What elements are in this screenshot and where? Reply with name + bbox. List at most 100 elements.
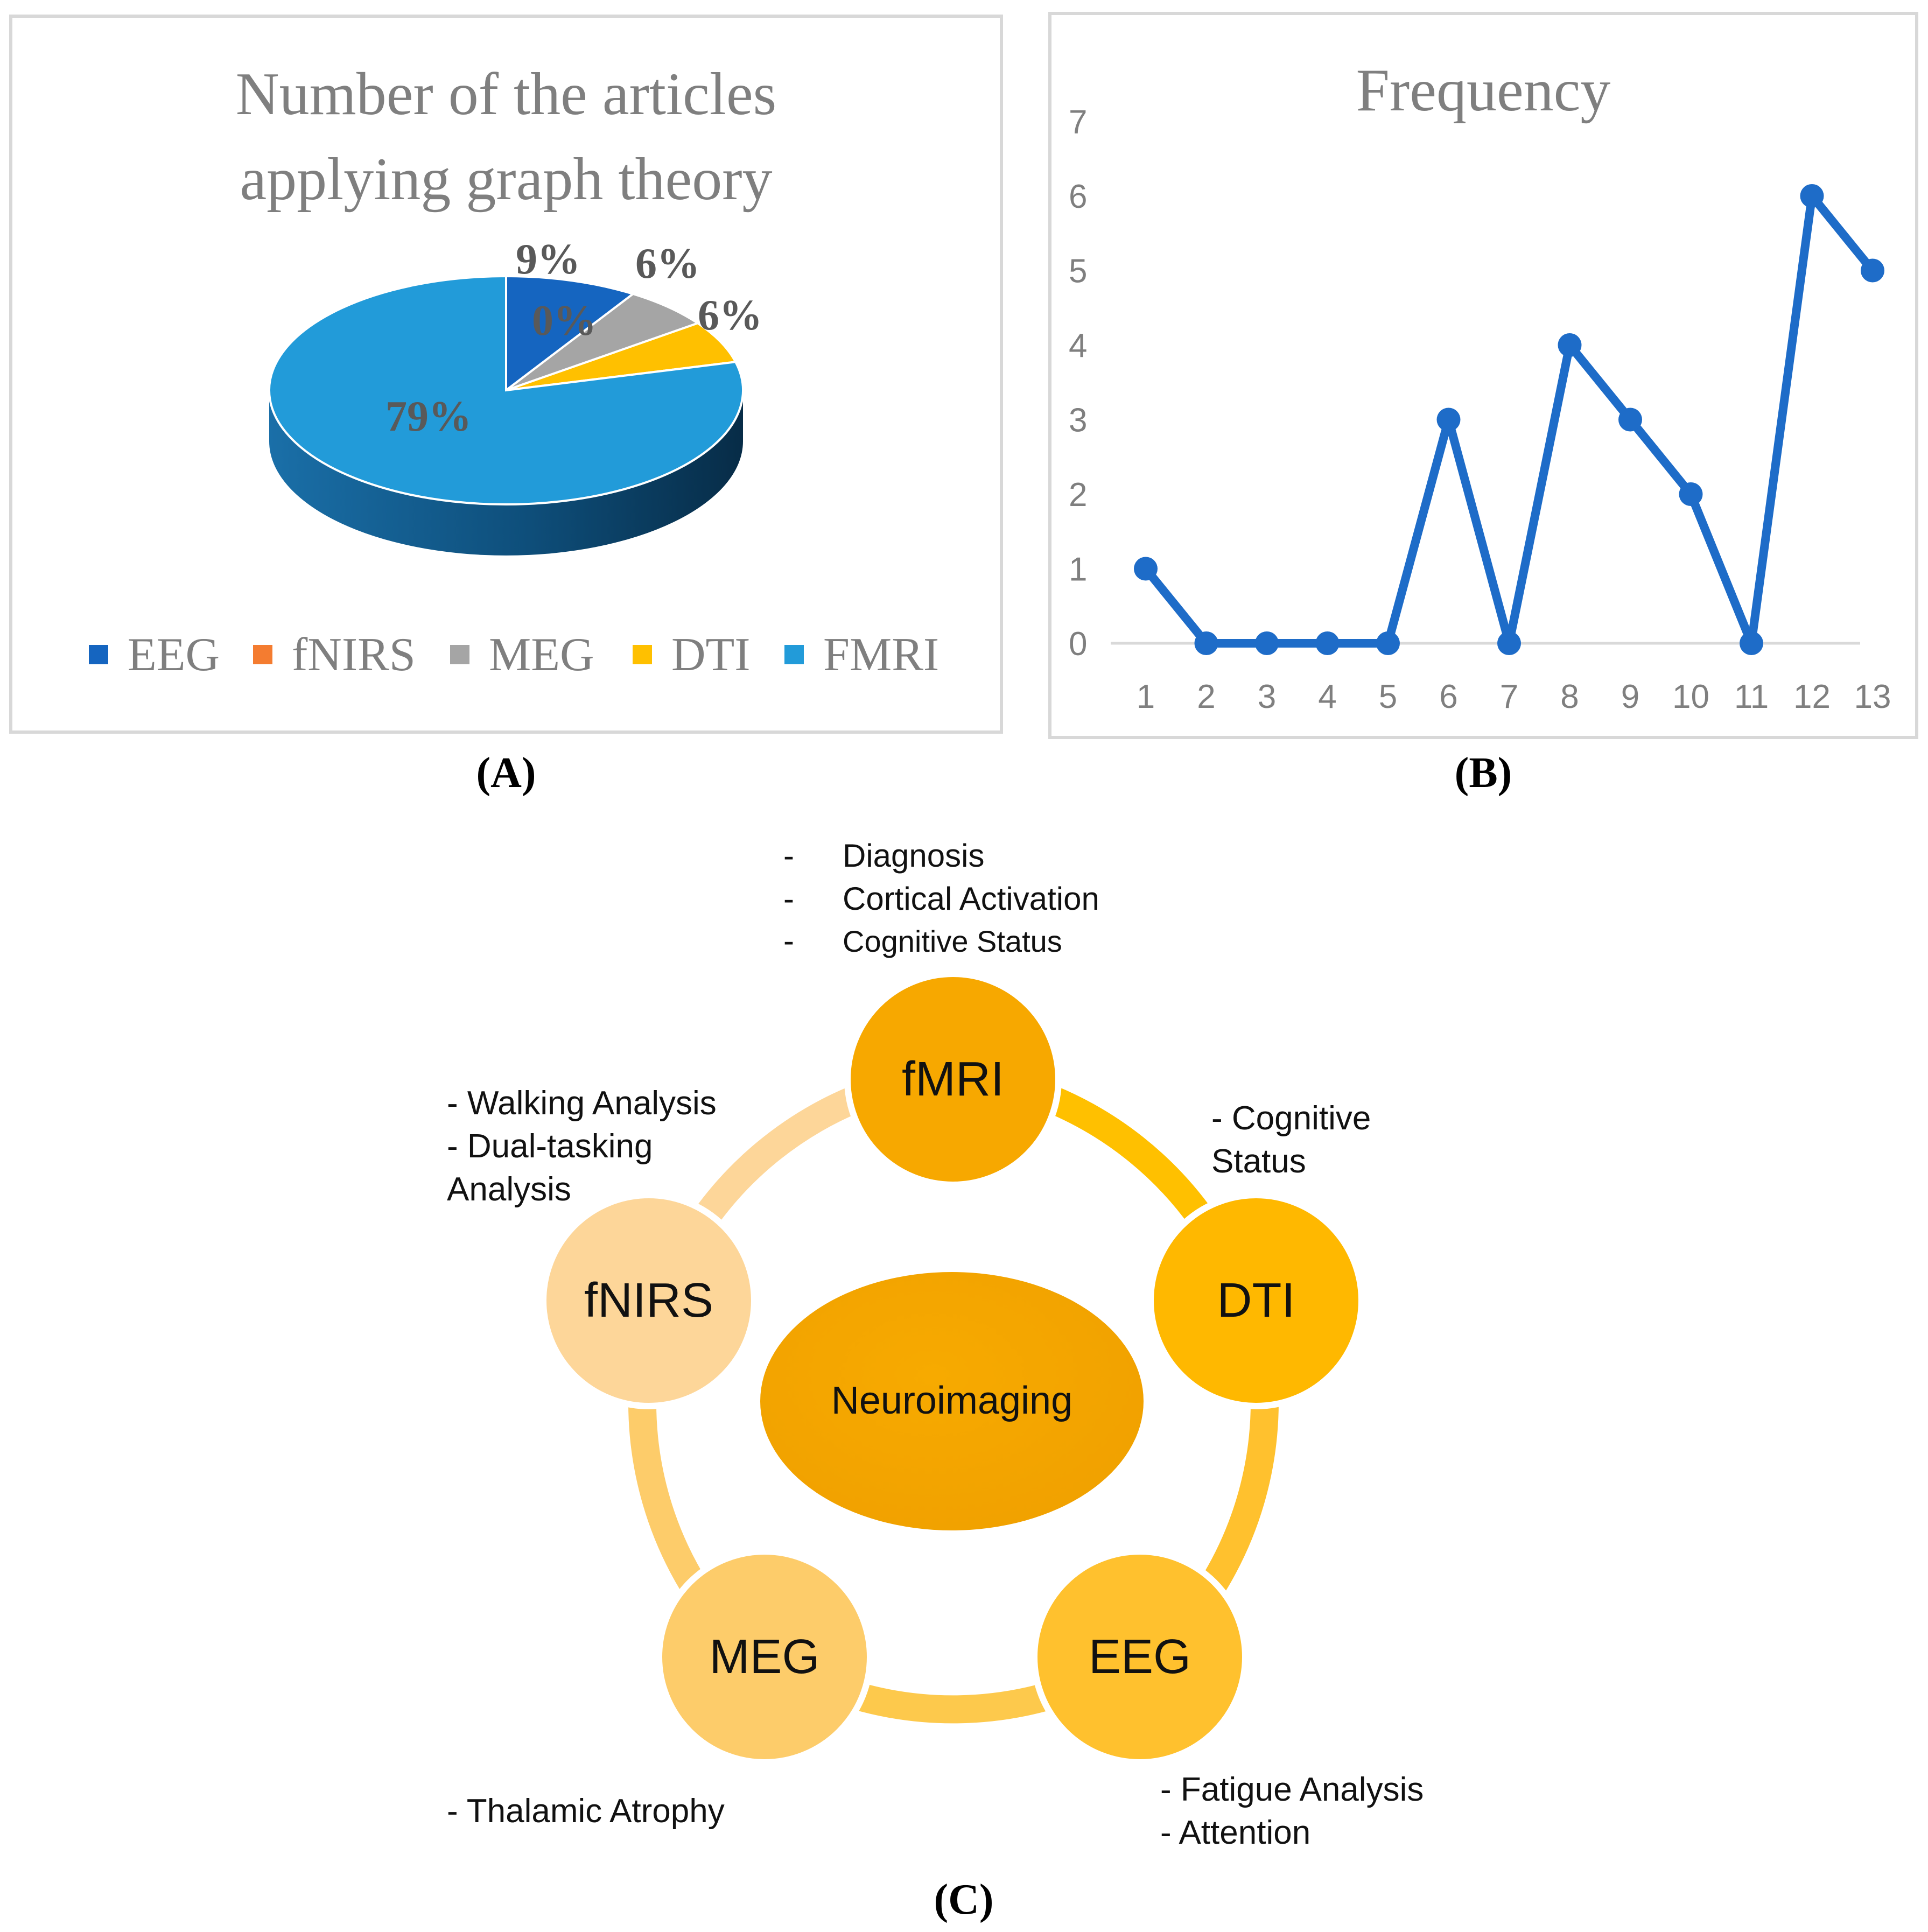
pie-label-eeg: 9% xyxy=(516,236,580,283)
line-point xyxy=(1436,408,1461,432)
node-fmri: fMRI xyxy=(844,971,1062,1188)
node-eeg: EEG xyxy=(1031,1548,1249,1766)
panel-a-label: (A) xyxy=(476,749,536,797)
node-fnirs: fNIRS xyxy=(540,1192,758,1409)
notes-meg-line-1: - Thalamic Atrophy xyxy=(447,1793,725,1830)
line-y-tick: 6 xyxy=(1069,178,1087,215)
node-eeg-label: EEG xyxy=(1089,1630,1191,1684)
pie-legend: EEG fNIRS MEG DTI FMRI xyxy=(89,629,939,681)
line-x-tick: 5 xyxy=(1379,678,1397,715)
line-y-tick: 2 xyxy=(1069,476,1087,514)
notes-eeg-line-2: - Attention xyxy=(1160,1814,1310,1851)
notes-fmri-item-1: Diagnosis xyxy=(843,838,984,874)
notes-fmri-item-2: Cortical Activation xyxy=(843,881,1099,917)
pie-slice-eeg xyxy=(505,275,636,393)
node-fnirs-circle xyxy=(540,1192,758,1409)
line-y-tick: 0 xyxy=(1069,626,1087,663)
line-point xyxy=(1497,631,1521,655)
line-point xyxy=(1134,557,1158,581)
notes-fnirs-line-1: - Walking Analysis xyxy=(447,1085,717,1122)
line-x-tick: 12 xyxy=(1793,678,1831,715)
legend-swatch-fnirs xyxy=(253,645,272,664)
line-x-tick: 6 xyxy=(1439,678,1457,715)
notes-fnirs-line-2: - Dual-tasking xyxy=(447,1128,653,1165)
pie-slice-meg xyxy=(505,292,700,391)
line-point xyxy=(1315,631,1340,655)
legend-swatch-meg xyxy=(450,645,469,664)
pie-slice-fmri xyxy=(268,275,744,505)
notes-dti: - Cognitive Status xyxy=(1211,1100,1371,1180)
line-point xyxy=(1194,631,1218,655)
line-y-tick: 3 xyxy=(1069,402,1087,439)
notes-fmri-item-3: Cognitive Status xyxy=(843,924,1062,958)
ring-arc-fnirs-fmri xyxy=(693,1085,861,1227)
line-x-tick: 3 xyxy=(1258,678,1276,715)
pie-label-fmri: 79% xyxy=(385,393,472,440)
pie-slice-dti xyxy=(506,322,738,391)
line-x-tick: 11 xyxy=(1734,678,1769,715)
line-point xyxy=(1679,482,1703,506)
notes-fmri-bullet-2: - xyxy=(783,881,794,917)
line-point xyxy=(1740,631,1763,655)
node-dti-circle xyxy=(1147,1192,1365,1409)
pie-slices xyxy=(268,275,744,505)
line-x-tick: 1 xyxy=(1137,678,1155,715)
line-series xyxy=(1134,184,1884,655)
pie-label-dti: 6% xyxy=(698,292,762,339)
ring-arc-fmri-dti xyxy=(1045,1085,1214,1227)
pie-label-meg: 6% xyxy=(635,240,700,287)
ring-arc-dti-eeg xyxy=(1202,1400,1279,1591)
notes-fmri-bullet-1: - xyxy=(783,838,794,874)
line-x-tick: 8 xyxy=(1560,678,1579,715)
node-meg-circle xyxy=(656,1548,873,1766)
legend-swatch-dti xyxy=(633,645,652,664)
node-meg: MEG xyxy=(656,1548,873,1766)
ring-arc-meg-fnirs xyxy=(628,1400,705,1591)
node-fmri-circle xyxy=(844,971,1062,1188)
node-dti-label: DTI xyxy=(1217,1274,1295,1327)
line-y-tick: 7 xyxy=(1069,104,1087,141)
pie-3d-side xyxy=(269,390,743,556)
legend-swatch-eeg xyxy=(89,645,108,664)
legend-label-fmri: FMRI xyxy=(823,629,939,681)
line-x-tick: 2 xyxy=(1197,678,1215,715)
neuroimaging-center-label: Neuroimaging xyxy=(831,1379,1072,1422)
line-y-tick: 4 xyxy=(1069,327,1087,364)
line-x-tick: 4 xyxy=(1318,678,1336,715)
legend-label-meg: MEG xyxy=(489,629,594,681)
line-chart-frame xyxy=(1048,12,1918,739)
pie-chart-panel: Number of the articles applying graph th… xyxy=(9,15,1003,734)
line-y-tick: 1 xyxy=(1069,551,1087,588)
line-chart-title: Frequency xyxy=(1356,57,1611,124)
line-y-axis: 0 1 2 3 4 5 6 7 xyxy=(1069,104,1087,663)
line-x-tick: 13 xyxy=(1854,678,1891,715)
line-x-tick: 9 xyxy=(1621,678,1639,715)
panel-c-label: (C) xyxy=(934,1876,993,1923)
neuroimaging-center xyxy=(760,1272,1144,1530)
node-fnirs-label: fNIRS xyxy=(584,1274,713,1327)
legend-label-dti: DTI xyxy=(671,629,751,681)
node-eeg-circle xyxy=(1031,1548,1249,1766)
panel-b-label: (B) xyxy=(1455,749,1512,797)
neuroimaging-diagram: Neuroimaging fMRI DTI EEG MEG fNIRS - Di… xyxy=(447,838,1424,1851)
line-point xyxy=(1861,258,1884,283)
node-fmri-label: fMRI xyxy=(902,1052,1004,1106)
pie-chart-title-line1: Number of the articles xyxy=(236,61,777,128)
ring-arc-eeg-meg xyxy=(852,1682,1054,1724)
notes-fmri: - Diagnosis - Cortical Activation - Cogn… xyxy=(783,838,1099,959)
notes-fmri-bullet-3: - xyxy=(783,923,794,959)
line-point xyxy=(1376,631,1400,655)
pie-chart-title-line2: applying graph theory xyxy=(240,146,772,213)
notes-dti-line-2: Status xyxy=(1211,1143,1306,1180)
notes-meg: - Thalamic Atrophy xyxy=(447,1793,725,1830)
node-dti: DTI xyxy=(1147,1192,1365,1409)
line-point xyxy=(1558,333,1582,357)
notes-dti-line-1: - Cognitive xyxy=(1211,1100,1371,1137)
line-point xyxy=(1255,631,1279,655)
line-point xyxy=(1618,408,1642,432)
pie-label-fnirs: 0% xyxy=(532,297,597,345)
legend-label-fnirs: fNIRS xyxy=(292,629,416,681)
node-meg-label: MEG xyxy=(709,1630,819,1684)
